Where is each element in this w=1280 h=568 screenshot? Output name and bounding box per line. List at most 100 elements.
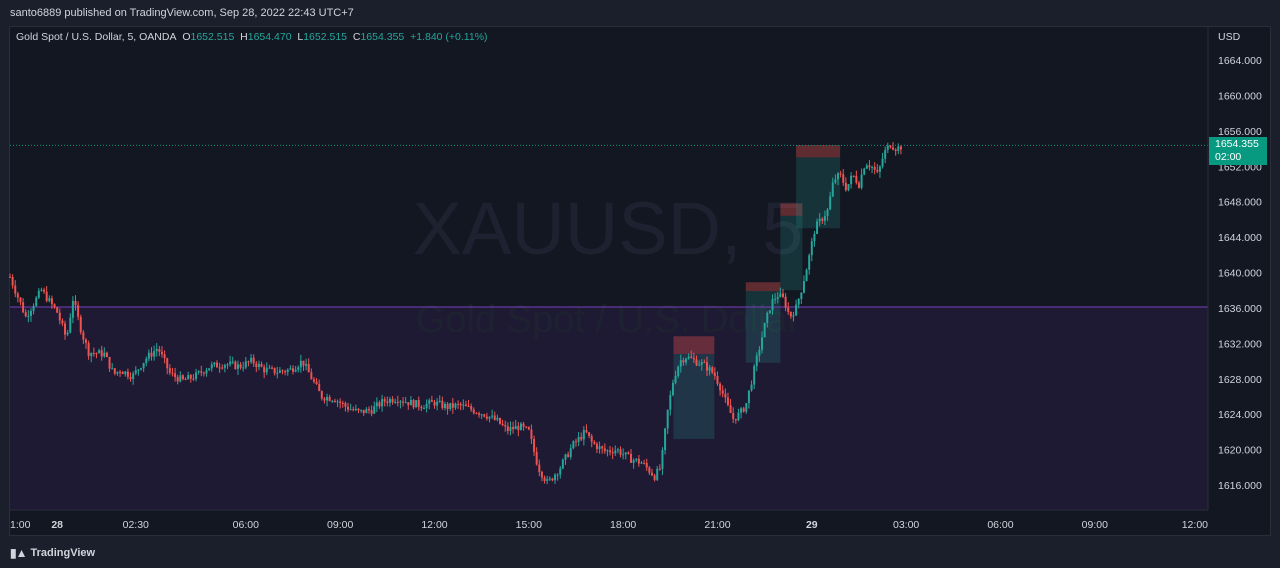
y-tick-label-0: 1616.000 — [1218, 480, 1262, 492]
candle-body-142 — [381, 399, 384, 407]
open-value: 1652.515 — [190, 31, 235, 43]
candle-body-243 — [645, 462, 648, 468]
candle-body-41 — [116, 371, 119, 374]
candle-body-134 — [360, 409, 363, 411]
candle-body-239 — [635, 458, 638, 461]
candle-body-167 — [446, 403, 449, 410]
candle-body-92 — [250, 357, 253, 362]
candle-body-192 — [512, 427, 515, 430]
candle-body-3 — [16, 293, 19, 298]
candle-body-95 — [257, 363, 260, 367]
candle-body-133 — [357, 408, 360, 411]
candle-body-214 — [569, 448, 572, 457]
candle-body-148 — [396, 401, 399, 403]
candle-body-304 — [805, 269, 808, 282]
candle-body-45 — [126, 371, 129, 377]
candle-body-31 — [90, 352, 93, 357]
candle-body-151 — [404, 402, 407, 404]
candle-body-138 — [370, 410, 373, 414]
candle-body-221 — [588, 432, 591, 437]
candle-body-36 — [103, 352, 106, 357]
candle-body-292 — [774, 298, 777, 300]
candle-body-248 — [658, 468, 661, 470]
candle-body-30 — [87, 342, 90, 357]
candle-body-159 — [425, 403, 428, 409]
open-label: O — [182, 31, 191, 43]
low-label: L — [297, 31, 304, 43]
candle-body-196 — [522, 423, 525, 427]
candle-body-47 — [132, 373, 135, 379]
candle-body-229 — [609, 450, 612, 453]
candle-body-330 — [873, 166, 876, 170]
price-axis-currency-label: USD — [1218, 31, 1241, 43]
candle-body-249 — [661, 450, 664, 469]
candle-body-29 — [84, 339, 87, 343]
candle-body-262 — [695, 359, 698, 366]
candle-body-64 — [176, 377, 179, 382]
candle-body-160 — [428, 400, 431, 404]
candle-body-65 — [179, 375, 182, 382]
x-tick-label-5: 12:00 — [421, 519, 447, 531]
close-label: C — [352, 31, 361, 43]
candle-body-130 — [349, 409, 352, 411]
candle-body-278 — [737, 412, 740, 421]
candle-body-200 — [533, 438, 536, 452]
candle-body-6 — [24, 312, 27, 317]
candle-body-281 — [745, 403, 748, 412]
candle-body-171 — [457, 403, 460, 405]
x-tick-label-11: 06:00 — [987, 519, 1013, 531]
candle-body-227 — [603, 448, 606, 452]
candle-body-213 — [567, 454, 570, 457]
candle-body-103 — [278, 370, 281, 373]
candle-body-339 — [897, 146, 900, 151]
current-price-tag: 1654.355 02:00 — [1209, 137, 1267, 165]
candle-body-311 — [823, 216, 826, 221]
x-tick-label-4: 09:00 — [327, 519, 353, 531]
candle-body-186 — [496, 417, 499, 420]
candle-body-66 — [181, 375, 184, 380]
candle-body-179 — [478, 413, 481, 415]
candle-body-242 — [643, 462, 646, 464]
candle-body-25 — [74, 300, 77, 306]
candle-body-198 — [527, 427, 530, 430]
candle-body-271 — [719, 383, 722, 391]
candle-body-233 — [619, 449, 622, 455]
candle-body-39 — [111, 368, 114, 370]
candle-body-88 — [239, 364, 242, 368]
candle-body-116 — [312, 379, 315, 382]
candlestick-chart[interactable]: XAUUSD, 5 Gold Spot / U.S. Dollar USD 1616.… — [0, 0, 1280, 540]
candle-body-101 — [273, 367, 276, 374]
x-tick-label-8: 21:00 — [704, 519, 730, 531]
tradingview-logo[interactable]: ▮▲ TradingView — [10, 546, 95, 560]
x-tick-label-6: 15:00 — [516, 519, 542, 531]
candle-body-206 — [548, 478, 551, 480]
candle-body-201 — [535, 451, 538, 465]
candle-body-220 — [585, 430, 588, 433]
candle-body-78 — [213, 362, 216, 365]
candle-body-180 — [480, 414, 483, 416]
candle-body-16 — [50, 298, 53, 305]
candle-body-301 — [797, 298, 800, 305]
candle-body-54 — [150, 352, 153, 357]
candle-body-215 — [572, 441, 575, 449]
x-tick-label-3: 06:00 — [233, 519, 259, 531]
candle-body-241 — [640, 462, 643, 464]
candle-body-109 — [294, 369, 297, 372]
candle-body-119 — [320, 391, 323, 399]
candle-body-131 — [352, 409, 355, 411]
candle-body-217 — [577, 436, 580, 442]
candle-body-317 — [839, 173, 842, 175]
candle-body-164 — [438, 400, 441, 402]
candle-body-11 — [37, 290, 40, 298]
candle-body-313 — [829, 196, 832, 210]
candle-body-8 — [29, 310, 32, 316]
candle-body-188 — [501, 423, 504, 426]
candle-body-259 — [687, 356, 690, 359]
candle-body-63 — [174, 373, 177, 378]
candle-body-216 — [574, 441, 577, 443]
candle-body-261 — [692, 357, 695, 360]
candle-body-44 — [124, 371, 127, 375]
y-tick-label-3: 1628.000 — [1218, 374, 1262, 386]
candle-body-203 — [540, 471, 543, 478]
candle-body-12 — [40, 289, 43, 291]
